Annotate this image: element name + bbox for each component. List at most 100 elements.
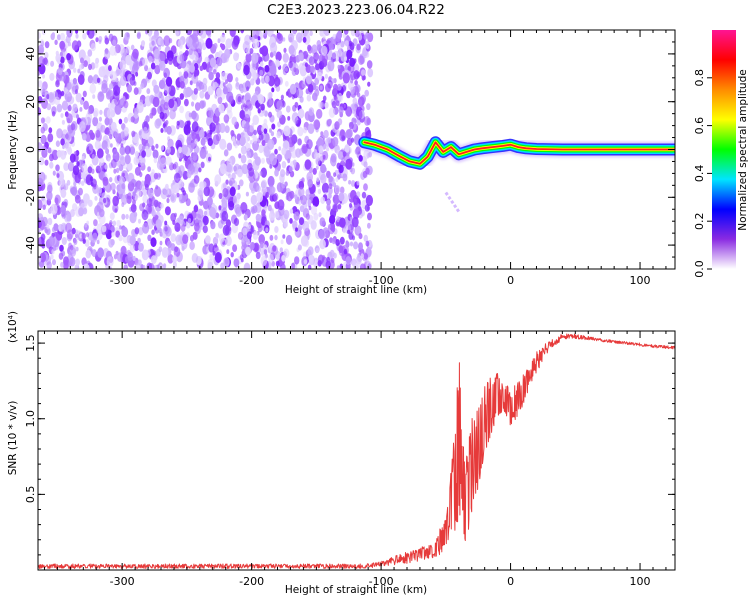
noise-speckle xyxy=(261,157,265,164)
noise-speckle xyxy=(147,166,152,173)
noise-speckle xyxy=(132,199,136,206)
noise-speckle xyxy=(302,126,308,134)
noise-speckle xyxy=(356,180,360,186)
noise-speckle xyxy=(168,57,173,65)
noise-speckle xyxy=(62,259,69,269)
noise-speckle xyxy=(328,187,333,195)
noise-speckle xyxy=(307,83,314,93)
noise-speckle xyxy=(306,139,313,150)
noise-speckle xyxy=(358,96,365,107)
noise-speckle xyxy=(134,227,140,235)
noise-speckle xyxy=(57,67,63,76)
noise-speckle xyxy=(337,118,343,126)
noise-speckle xyxy=(274,148,278,155)
noise-speckle xyxy=(289,83,297,95)
noise-speckle xyxy=(132,255,136,261)
noise-speckle xyxy=(191,253,199,263)
noise-speckle xyxy=(236,139,241,146)
noise-speckle xyxy=(339,186,345,194)
noise-speckle xyxy=(163,263,167,269)
noise-speckle xyxy=(289,170,295,178)
noise-speckle xyxy=(281,161,287,169)
noise-speckle xyxy=(99,91,103,97)
noise-speckle xyxy=(104,164,108,170)
noise-speckle xyxy=(220,34,226,43)
noise-speckle xyxy=(304,159,312,170)
noise-speckle xyxy=(74,194,81,204)
noise-speckle xyxy=(350,30,356,37)
noise-speckle xyxy=(140,82,145,90)
noise-speckle xyxy=(244,107,252,119)
noise-speckle xyxy=(282,140,290,151)
noise-speckle xyxy=(202,215,209,226)
noise-speckle xyxy=(151,107,157,116)
noise-speckle xyxy=(54,39,58,45)
noise-speckle xyxy=(248,224,252,230)
noise-speckle xyxy=(56,128,63,139)
noise-speckle xyxy=(75,246,79,252)
x-tick-label: -100 xyxy=(369,274,394,287)
noise-speckle xyxy=(234,184,239,190)
noise-speckle xyxy=(202,77,208,86)
noise-speckle xyxy=(233,258,240,268)
noise-speckle xyxy=(155,219,162,229)
noise-speckle xyxy=(121,213,126,220)
noise-speckle xyxy=(49,93,54,100)
noise-speckle xyxy=(118,118,123,125)
noise-speckle xyxy=(216,87,223,98)
noise-speckle xyxy=(254,156,261,166)
noise-speckle xyxy=(148,55,153,63)
noise-speckle xyxy=(137,237,141,244)
noise-speckle xyxy=(284,80,289,87)
noise-speckle xyxy=(168,98,175,109)
noise-speckle xyxy=(297,126,304,137)
noise-speckle xyxy=(82,90,87,98)
snr-panel: -300 -200 -100 0 100 0.5 1.0 1.5 Height of str… xyxy=(7,311,676,596)
noise-speckle xyxy=(110,182,116,192)
noise-speckle xyxy=(239,136,246,146)
noise-speckle xyxy=(243,64,250,76)
noise-speckle xyxy=(146,198,153,207)
noise-speckle xyxy=(65,222,72,234)
noise-speckle xyxy=(114,44,121,54)
noise-speckle xyxy=(75,33,79,39)
noise-speckle xyxy=(38,32,41,39)
noise-speckle xyxy=(178,71,182,77)
noise-speckle xyxy=(92,94,96,99)
colorbar-tick-label: 0.8 xyxy=(693,69,706,87)
noise-speckle xyxy=(56,103,63,113)
noise-speckle xyxy=(240,87,244,94)
noise-speckle xyxy=(278,146,282,151)
noise-speckle xyxy=(342,228,346,234)
noise-speckle xyxy=(78,121,86,133)
noise-speckle xyxy=(119,59,127,71)
noise-speckle xyxy=(231,136,236,142)
noise-speckle xyxy=(283,125,291,137)
noise-speckle xyxy=(81,232,86,240)
noise-speckle xyxy=(278,154,283,161)
noise-speckle xyxy=(51,111,56,117)
noise-speckle xyxy=(359,263,366,269)
noise-speckle xyxy=(267,75,275,87)
noise-speckle xyxy=(264,75,270,83)
noise-speckle xyxy=(72,103,78,112)
x-tick-label: -100 xyxy=(369,575,394,588)
noise-speckle xyxy=(251,52,259,64)
noise-speckle xyxy=(131,130,136,137)
noise-speckle xyxy=(110,239,114,245)
noise-speckle xyxy=(47,184,53,194)
noise-speckle xyxy=(129,212,137,224)
noise-speckle xyxy=(39,220,46,231)
noise-speckle xyxy=(134,151,139,158)
noise-speckle xyxy=(280,169,286,178)
noise-speckle xyxy=(95,37,99,43)
noise-speckle xyxy=(154,64,161,75)
noise-speckle xyxy=(192,152,198,161)
noise-speckle xyxy=(109,212,115,220)
noise-speckle xyxy=(98,187,103,194)
noise-speckle xyxy=(251,187,255,194)
noise-speckle xyxy=(194,138,198,145)
noise-speckle xyxy=(147,71,152,80)
noise-speckle xyxy=(337,203,342,210)
